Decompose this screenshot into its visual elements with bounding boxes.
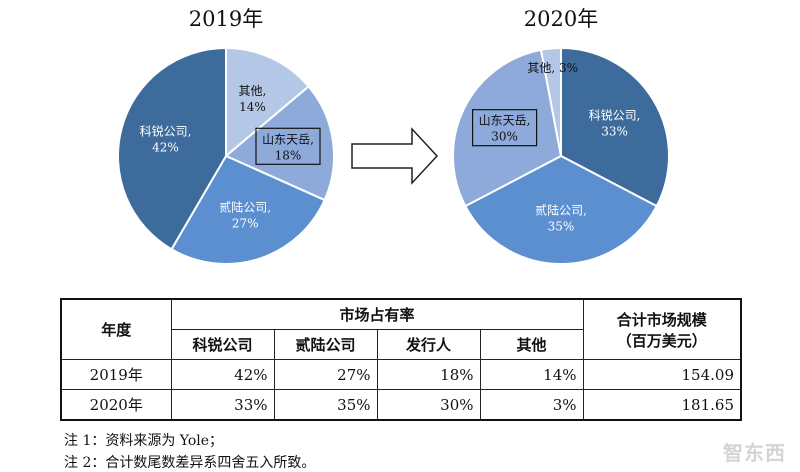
right-arrow-icon bbox=[351, 127, 439, 185]
pie-2020-slice-others bbox=[539, 46, 562, 157]
row-2019-others: 14% bbox=[479, 359, 584, 390]
pie-2019-label-others: 其他, 14% bbox=[238, 84, 266, 114]
pie-2019-label-text-sicc: 18% bbox=[275, 148, 302, 162]
pie-2020-label-text-cree: 33% bbox=[601, 125, 628, 139]
pie-2019-label-box bbox=[255, 127, 321, 165]
row-2020-issuer: 30% bbox=[376, 389, 481, 421]
pie-2020-slice-ii-vi bbox=[463, 154, 659, 266]
market-share-table: 年度 市场占有率 合计市场规模 （百万美元） 科锐公司 贰陆公司 发行人 其他 … bbox=[60, 298, 743, 421]
header-total-market: 合计市场规模 （百万美元） bbox=[582, 298, 742, 360]
header-others: 其他 bbox=[479, 329, 584, 360]
pie-2019-label-text-cree: 42% bbox=[152, 141, 179, 155]
pie-title-2020: 2020年 bbox=[524, 7, 598, 31]
table-row: 2020年 33% 35% 30% 3% 181.65 bbox=[60, 389, 742, 421]
pie-2019-label-text-sicc: 山东天岳, bbox=[262, 132, 314, 146]
pie-2020-label-text-sicc: 山东天岳, bbox=[479, 114, 531, 128]
header-cree: 科锐公司 bbox=[170, 329, 275, 360]
pie-title-2019: 2019年 bbox=[189, 7, 263, 31]
pie-2020: 科锐公司, 33% 贰陆公司, 35% 山东天岳, 30% 其他, 3% bbox=[452, 46, 670, 266]
header-year: 年度 bbox=[60, 298, 172, 360]
pie-2019-label-text-ii-vi: 贰陆公司, bbox=[219, 200, 271, 215]
pie-2019-label-text-ii-vi: 27% bbox=[232, 217, 259, 231]
pie-2020-label-text-ii-vi: 35% bbox=[548, 220, 575, 234]
row-2020-ii-vi: 35% bbox=[273, 389, 378, 421]
pie-charts: 2019年 2020年 其他, 14% 山东天岳, 18% 贰陆公司, 27% 科锐公司, 4… bbox=[117, 7, 670, 266]
header-issuer: 发行人 bbox=[376, 329, 481, 360]
pie-2020-label-box bbox=[472, 109, 538, 147]
pie-2019-slice-others bbox=[225, 46, 311, 159]
row-2019-issuer: 18% bbox=[376, 359, 481, 390]
watermark-logo: 智东西 bbox=[723, 441, 786, 465]
pie-2020-label-text-sicc: 30% bbox=[491, 130, 518, 144]
pie-2020-label-text-ii-vi: 贰陆公司, bbox=[535, 203, 587, 218]
header-ii-vi: 贰陆公司 bbox=[273, 329, 378, 360]
pie-2020-label-others: 其他, 3% bbox=[527, 61, 578, 75]
row-2019-ii-vi: 27% bbox=[273, 359, 378, 390]
pie-2019-label-text-others: 14% bbox=[239, 100, 266, 114]
header-total-label: 合计市场规模 bbox=[616, 310, 707, 329]
footnote-rounding: 注 2：合计数尾数差异系四舍五入所致。 bbox=[64, 455, 316, 471]
header-total-unit: （百万美元） bbox=[616, 331, 707, 350]
pie-2020-label-text-others: 其他, 3% bbox=[527, 61, 578, 75]
row-2019-total: 154.09 bbox=[582, 359, 742, 390]
row-2020-year: 2020年 bbox=[60, 389, 172, 421]
row-2019-cree: 42% bbox=[170, 359, 275, 390]
row-2020-total: 181.65 bbox=[582, 389, 742, 421]
pie-2019-slice-cree bbox=[117, 46, 227, 251]
pie-2019-label-text-cree: 科锐公司, bbox=[140, 125, 192, 139]
row-2020-cree: 33% bbox=[170, 389, 275, 421]
pie-2019-label-ii-vi: 贰陆公司, 27% bbox=[219, 200, 271, 231]
footnote-source: 注 1：资料来源为 Yole； bbox=[64, 433, 224, 449]
header-market-share: 市场占有率 bbox=[170, 298, 584, 330]
row-2020-others: 3% bbox=[479, 389, 584, 421]
pie-2019-label-text-others: 其他, bbox=[238, 84, 266, 98]
pie-2019-label-cree: 科锐公司, 42% bbox=[140, 125, 192, 155]
pie-2020-label-sicc: 山东天岳, 30% bbox=[472, 109, 538, 147]
pie-2019-slice-sicc bbox=[224, 85, 335, 202]
pie-2020-label-cree: 科锐公司, 33% bbox=[589, 109, 641, 139]
row-2019-year: 2019年 bbox=[60, 359, 172, 390]
pie-2020-label-ii-vi: 贰陆公司, 35% bbox=[535, 203, 587, 234]
pie-2020-slice-cree bbox=[560, 46, 670, 208]
pie-2020-label-text-cree: 科锐公司, bbox=[589, 109, 641, 123]
pie-2019-slice-ii-vi bbox=[170, 154, 326, 265]
pie-2020-slice-sicc bbox=[452, 48, 563, 208]
pie-2019-label-sicc: 山东天岳, 18% bbox=[255, 127, 321, 165]
pie-2019: 其他, 14% 山东天岳, 18% 贰陆公司, 27% 科锐公司, 42% bbox=[117, 46, 335, 265]
table-row: 2019年 42% 27% 18% 14% 154.09 bbox=[60, 359, 742, 390]
